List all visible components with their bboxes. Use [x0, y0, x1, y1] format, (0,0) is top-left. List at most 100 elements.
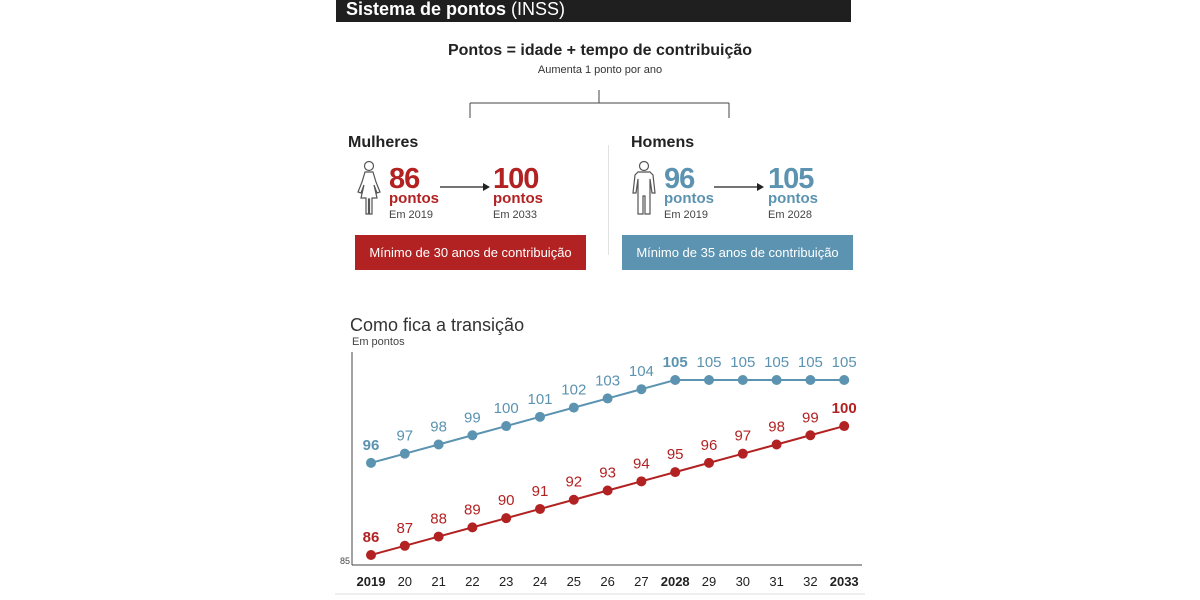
women-to-value: 100 [493, 163, 539, 195]
mulheres-data-label: 99 [802, 409, 819, 426]
x-tick-label: 29 [702, 574, 716, 589]
homens-data-label: 105 [730, 354, 755, 371]
x-tick-label: 31 [769, 574, 783, 589]
homens-data-point [805, 375, 816, 385]
mulheres-data-point [467, 522, 478, 533]
mulheres-data-point [568, 494, 579, 505]
mulheres-data-point [704, 457, 714, 468]
x-tick-label: 26 [600, 574, 614, 589]
mulheres-data-label: 95 [667, 446, 684, 463]
homens-data-point [467, 430, 478, 441]
women-arrow-icon [440, 183, 490, 191]
homens-data-label: 101 [527, 391, 552, 408]
homens-data-label: 97 [396, 428, 413, 445]
formula-title: Pontos = idade + tempo de contribuição [447, 42, 753, 59]
men-from-unit: pontos [664, 190, 714, 207]
column-divider [608, 145, 609, 255]
homens-data-label: 98 [430, 418, 447, 435]
mulheres-data-label: 88 [430, 511, 447, 528]
women-from-year: Em 2019 [389, 209, 434, 221]
x-tick-label: 25 [567, 574, 581, 589]
mulheres-data-label: 89 [464, 501, 481, 518]
homens-data-point [433, 439, 444, 450]
homens-data-point [535, 411, 545, 422]
women-to-unit: pontos [493, 190, 543, 207]
mulheres-data-point [737, 448, 748, 459]
homens-data-point [501, 421, 512, 432]
mulheres-data-point [535, 503, 545, 514]
mulheres-data-point [399, 540, 410, 551]
women-from-value: 86 [389, 163, 420, 195]
woman-icon [357, 160, 381, 215]
x-tick-label: 32 [803, 574, 817, 589]
mulheres-data-point [670, 467, 681, 478]
homens-data-point [366, 457, 376, 468]
men-requirement-badge: Mínimo de 35 anos de contribuição [622, 235, 853, 270]
men-to-year: Em 2028 [768, 209, 813, 221]
mulheres-data-point [501, 513, 512, 524]
mulheres-data-label: 90 [498, 492, 515, 509]
x-tick-label: 27 [634, 574, 648, 589]
homens-data-point [771, 375, 782, 385]
homens-data-label: 102 [561, 382, 586, 399]
homens-data-point [636, 384, 647, 395]
men-to-unit: pontos [768, 190, 818, 207]
homens-data-point [399, 448, 410, 459]
mulheres-data-point [771, 439, 782, 450]
women-label: Mulheres [348, 134, 419, 151]
mulheres-data-label: 93 [599, 465, 616, 482]
mulheres-data-point [805, 430, 816, 441]
homens-data-point [670, 375, 681, 385]
mulheres-data-point [636, 476, 647, 487]
homens-data-label: 105 [663, 354, 688, 371]
mulheres-data-label: 92 [565, 474, 582, 491]
men-label: Homens [631, 134, 695, 151]
homens-data-point [704, 375, 714, 385]
x-tick-label: 2028 [661, 574, 690, 589]
homens-data-point [839, 375, 850, 385]
x-tick-label: 22 [465, 574, 479, 589]
x-tick-label: 2033 [830, 574, 859, 589]
x-tick-label: 21 [431, 574, 445, 589]
mulheres-data-label: 86 [363, 529, 380, 546]
homens-data-label: 105 [696, 354, 721, 371]
header-bar: Sistema de pontos (INSS) [336, 0, 851, 22]
chart-title: Como fica a transição [350, 315, 525, 335]
women-to-year: Em 2033 [493, 209, 538, 221]
x-tick-label: 2019 [357, 574, 386, 589]
homens-data-label: 100 [494, 400, 519, 417]
x-tick-label: 30 [736, 574, 750, 589]
split-bracket [469, 90, 730, 118]
x-tick-label: 23 [499, 574, 513, 589]
header-title: Sistema de pontos (INSS) [346, 0, 566, 19]
homens-data-label: 99 [464, 409, 481, 426]
mulheres-data-label: 98 [768, 418, 785, 435]
chart-unit-label: Em pontos [352, 336, 405, 348]
homens-data-label: 103 [595, 372, 620, 389]
homens-data-point [602, 393, 613, 404]
x-tick-label: 24 [533, 574, 547, 589]
men-from-value: 96 [664, 163, 695, 195]
mulheres-data-label: 94 [633, 455, 650, 472]
mulheres-data-label: 91 [532, 483, 549, 500]
homens-data-label: 105 [764, 354, 789, 371]
men-arrow-icon [714, 183, 764, 191]
mulheres-data-point [839, 421, 850, 432]
homens-data-label: 105 [832, 354, 857, 371]
women-from-unit: pontos [389, 190, 439, 207]
mulheres-data-point [433, 531, 444, 542]
homens-data-point [737, 375, 748, 385]
man-icon [632, 160, 656, 215]
x-tick-label: 20 [398, 574, 412, 589]
homens-data-point [568, 402, 579, 413]
homens-data-label: 104 [629, 363, 654, 380]
mulheres-data-point [366, 550, 376, 560]
mulheres-data-label: 96 [701, 437, 718, 454]
formula-subtitle: Aumenta 1 ponto por ano [537, 64, 663, 76]
homens-data-label: 96 [363, 437, 380, 454]
men-from-year: Em 2019 [664, 209, 709, 221]
mulheres-data-label: 97 [734, 428, 751, 445]
men-to-value: 105 [768, 163, 814, 195]
women-requirement-badge: Mínimo de 30 anos de contribuição [355, 235, 586, 270]
